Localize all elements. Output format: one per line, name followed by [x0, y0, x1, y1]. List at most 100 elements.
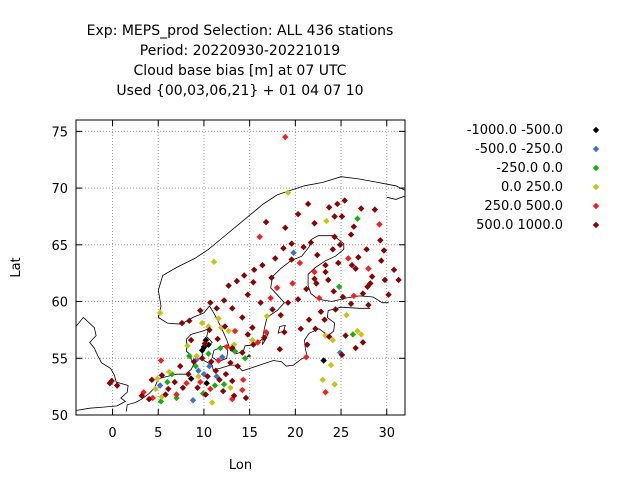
- data-point: [332, 306, 339, 313]
- axis-ticks: 0 5 10 15 20 25 30 50 55 60 65 70 75: [51, 120, 405, 441]
- data-point: [338, 213, 346, 220]
- data-point: [212, 367, 220, 374]
- data-point: [193, 352, 200, 360]
- legend-label: 0.0 250.0: [501, 180, 563, 195]
- data-point: [250, 279, 257, 286]
- data-point: [284, 189, 292, 196]
- data-point: [202, 391, 209, 398]
- x-tick-label: 15: [241, 426, 258, 441]
- data-point: [198, 347, 206, 354]
- y-tick-label: 60: [51, 296, 68, 311]
- data-point: [282, 133, 289, 141]
- y-tick-label: 50: [51, 409, 68, 424]
- data-point: [195, 373, 202, 380]
- data-point: [357, 331, 365, 338]
- data-point: [364, 283, 371, 290]
- data-point: [193, 356, 200, 363]
- data-point: [140, 389, 147, 396]
- data-point: [158, 372, 166, 379]
- data-point: [249, 324, 256, 331]
- data-point: [198, 319, 206, 327]
- data-point: [284, 299, 292, 306]
- data-point: [250, 341, 257, 348]
- data-point: [221, 323, 229, 330]
- data-point: [211, 382, 219, 389]
- data-point: [242, 394, 250, 402]
- data-point: [213, 373, 220, 380]
- data-point: [215, 315, 222, 322]
- data-point: [227, 384, 234, 391]
- data-point: [263, 313, 271, 320]
- data-point: [276, 345, 283, 353]
- data-point: [329, 336, 337, 344]
- data-point: [330, 288, 337, 295]
- data-point: [138, 392, 145, 399]
- data-point: [229, 377, 236, 385]
- data-point: [331, 381, 338, 388]
- data-point: [350, 292, 358, 300]
- data-point: [331, 233, 338, 241]
- y-tick-label: 70: [51, 182, 68, 197]
- data-point: [354, 327, 361, 335]
- y-tick-label: 75: [51, 125, 68, 140]
- data-point: [311, 220, 318, 227]
- data-point: [165, 385, 172, 393]
- data-point: [113, 382, 121, 389]
- data-point: [148, 376, 156, 384]
- data-point: [187, 375, 195, 382]
- legend: -1000.0 -500.0 -500.0 -250.0 -250.0 0.0 0.0…: [467, 123, 600, 233]
- x-tick-label: 20: [287, 426, 304, 441]
- data-point: [338, 351, 346, 359]
- data-point: [220, 297, 228, 304]
- data-point: [178, 319, 186, 327]
- data-point: [225, 282, 232, 289]
- data-point: [244, 331, 252, 338]
- data-point: [347, 231, 355, 238]
- data-point: [206, 326, 213, 334]
- data-point: [261, 334, 268, 342]
- data-point: [173, 391, 180, 398]
- data-point: [342, 332, 349, 339]
- data-point: [157, 398, 165, 405]
- data-point: [296, 259, 304, 267]
- data-point: [317, 308, 325, 315]
- data-point: [297, 325, 305, 332]
- chart-title-line: Cloud base bias [m] at 07 UTC: [134, 63, 347, 79]
- data-point: [198, 355, 206, 362]
- legend-label: -1000.0 -500.0: [467, 123, 563, 138]
- data-point: [262, 218, 270, 226]
- legend-marker: [592, 164, 600, 172]
- data-point: [184, 342, 191, 349]
- data-point: [215, 357, 222, 364]
- coastline: [157, 176, 406, 318]
- y-tick-label: 65: [51, 239, 68, 254]
- data-point: [359, 290, 367, 297]
- data-point: [371, 206, 379, 213]
- y-tick-label: 55: [51, 352, 68, 367]
- data-point: [300, 243, 307, 251]
- data-point: [294, 210, 302, 218]
- data-point: [229, 344, 236, 352]
- data-point: [234, 363, 241, 370]
- data-point: [325, 276, 332, 284]
- legend-label: 250.0 500.0: [484, 199, 563, 214]
- data-point: [281, 328, 288, 336]
- data-point: [256, 233, 263, 241]
- data-point: [251, 266, 258, 273]
- data-point: [336, 283, 343, 290]
- data-point: [335, 259, 342, 267]
- data-point: [272, 255, 279, 262]
- data-point: [166, 368, 173, 376]
- data-point: [239, 386, 246, 394]
- data-point: [145, 395, 153, 403]
- data-point: [277, 311, 284, 319]
- data-point: [365, 301, 372, 309]
- data-point: [319, 376, 326, 384]
- data-point: [365, 265, 372, 272]
- data-point: [339, 293, 347, 301]
- data-point: [213, 305, 220, 312]
- data-point: [305, 316, 313, 323]
- data-point: [345, 255, 352, 262]
- data-point: [259, 262, 266, 269]
- y-axis-label: Lat: [9, 257, 24, 277]
